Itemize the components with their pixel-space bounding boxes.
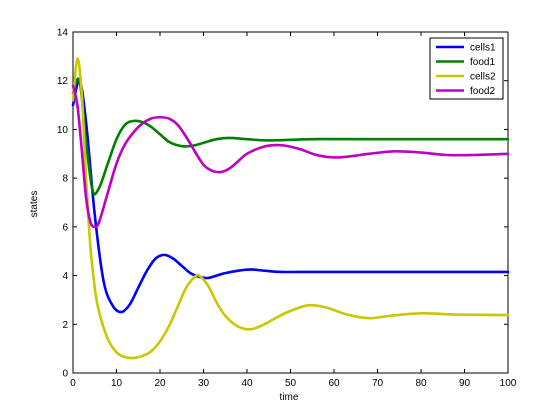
x-tick-label: 30 xyxy=(198,378,210,389)
legend-label-cells2: cells2 xyxy=(470,72,496,83)
y-tick-label: 12 xyxy=(57,76,69,87)
x-tick-label: 50 xyxy=(285,378,297,389)
x-tick-label: 80 xyxy=(415,378,427,389)
x-axis-label: time xyxy=(280,392,299,403)
y-tick-label: 4 xyxy=(62,271,68,282)
x-tick-label: 100 xyxy=(500,378,517,389)
x-tick-label: 20 xyxy=(154,378,166,389)
x-tick-label: 90 xyxy=(459,378,471,389)
series-line-cells1 xyxy=(71,79,510,314)
x-tick-label: 40 xyxy=(241,378,253,389)
y-tick-label: 10 xyxy=(57,125,69,136)
y-tick-label: 8 xyxy=(62,174,68,185)
y-tick-label: 2 xyxy=(62,320,68,331)
legend-label-food1: food1 xyxy=(470,57,495,68)
y-axis-label: states xyxy=(29,191,40,218)
x-tick-label: 0 xyxy=(70,378,76,389)
y-tick-label: 14 xyxy=(57,28,69,39)
y-tick-label: 0 xyxy=(62,369,68,380)
x-tick-label: 60 xyxy=(328,378,340,389)
series-line-cells2 xyxy=(71,57,510,360)
legend-label-cells1: cells1 xyxy=(470,43,496,54)
x-tick-label: 70 xyxy=(372,378,384,389)
x-tick-label: 10 xyxy=(111,378,123,389)
legend-label-food2: food2 xyxy=(470,86,495,97)
series-line-food1 xyxy=(71,77,510,196)
series-line-food2 xyxy=(71,84,510,229)
y-tick-label: 6 xyxy=(62,222,68,233)
